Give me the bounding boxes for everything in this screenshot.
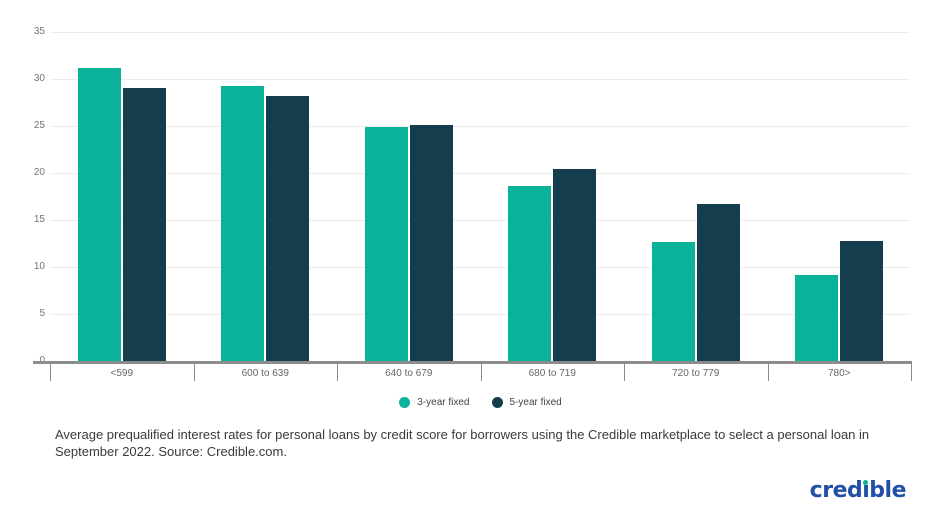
bar-3-year-fixed-2 xyxy=(364,127,408,361)
y-axis-label-15: 15 xyxy=(33,214,45,225)
bar-3-year-fixed-4 xyxy=(651,242,695,361)
x-axis-tick-6 xyxy=(911,364,912,381)
y-axis-label-20: 20 xyxy=(33,167,45,178)
bar-5-year-fixed-2 xyxy=(409,125,453,361)
gridline-10 xyxy=(50,267,910,268)
x-axis-tick-3 xyxy=(480,364,482,381)
credible-logo: credıble xyxy=(809,478,907,503)
legend-label-3-year: 3-year fixed xyxy=(417,397,470,408)
y-axis-label-10: 10 xyxy=(33,261,45,272)
legend-label-5-year: 5-year fixed xyxy=(509,397,562,408)
x-axis-tick-0 xyxy=(50,364,51,381)
bar-5-year-fixed-3 xyxy=(553,169,597,361)
bar-5-year-fixed-0 xyxy=(122,88,166,361)
bar-3-year-fixed-5 xyxy=(795,275,839,361)
gridline-35 xyxy=(50,32,910,33)
x-axis-tick-1 xyxy=(193,364,195,381)
y-axis-label-0: 0 xyxy=(11,356,45,366)
legend: 3-year fixed 5-year fixed xyxy=(50,397,911,408)
logo-text-post: ble xyxy=(869,478,906,503)
x-axis-label-3: 680 to 719 xyxy=(528,368,576,379)
bar-5-year-fixed-1 xyxy=(266,96,310,361)
y-axis-label-5: 5 xyxy=(39,308,45,319)
bar-3-year-fixed-3 xyxy=(508,186,552,361)
chart-caption: Average prequalified interest rates for … xyxy=(55,427,870,459)
gridline-30 xyxy=(50,79,910,80)
y-axis-label-25: 25 xyxy=(33,120,45,131)
gridline-5 xyxy=(50,314,910,315)
gridline-20 xyxy=(50,173,910,174)
x-axis-tick-5 xyxy=(767,364,769,381)
x-axis-tick-4 xyxy=(624,364,625,381)
x-axis-label-2: 640 to 679 xyxy=(385,368,433,379)
legend-item-3-year-fixed: 3-year fixed xyxy=(399,397,470,408)
x-axis-label-0: <599 xyxy=(110,368,134,379)
bar-5-year-fixed-4 xyxy=(696,204,740,361)
x-axis-label-5: 780> xyxy=(827,368,851,379)
legend-dot-5-year-icon xyxy=(491,397,503,408)
gridline-25 xyxy=(50,126,910,127)
y-axis-label-35: 35 xyxy=(33,26,45,37)
legend-item-5-year-fixed: 5-year fixed xyxy=(491,397,562,408)
legend-dot-3-year-icon xyxy=(399,397,411,408)
bar-3-year-fixed-1 xyxy=(221,86,265,361)
x-axis-line xyxy=(33,361,912,364)
x-axis-tick-2 xyxy=(337,364,338,381)
x-axis-label-4: 720 to 779 xyxy=(672,368,720,379)
bar-3-year-fixed-0 xyxy=(77,68,121,361)
logo-letter-i: ı xyxy=(862,478,870,503)
gridline-15 xyxy=(50,220,910,221)
y-axis-label-30: 30 xyxy=(33,73,45,84)
bar-5-year-fixed-5 xyxy=(840,241,884,361)
logo-text-pre: cred xyxy=(809,478,863,503)
x-axis-label-1: 600 to 639 xyxy=(241,368,289,379)
